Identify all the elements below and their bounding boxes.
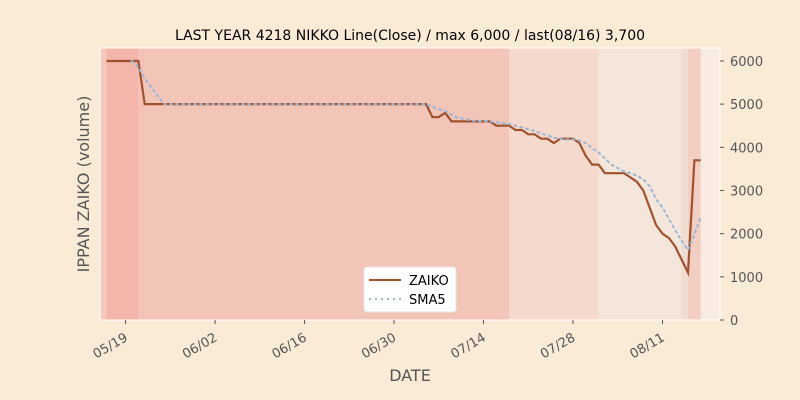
background-band-0 (100, 48, 107, 320)
y-tick-label: 5000 (730, 98, 763, 113)
y-tick-label: 0 (730, 314, 738, 329)
legend-label-sma5: SMA5 (409, 293, 446, 308)
plot-area (99, 47, 721, 321)
background-band-2 (138, 48, 145, 320)
y-tick-label: 4000 (730, 141, 763, 156)
series-line-zaiko (106, 59, 701, 277)
series-lines (106, 59, 702, 277)
background-band-4 (509, 48, 599, 320)
y-axis-label: IPPAN ZAIKO (volume) (74, 96, 93, 273)
legend-label-zaiko: ZAIKO (409, 274, 449, 289)
y-tick-label: 1000 (730, 271, 763, 286)
background-band-1 (106, 48, 139, 320)
y-tick-label: 2000 (730, 228, 763, 243)
y-tick-label: 6000 (730, 55, 763, 70)
series-line-sma5 (131, 60, 702, 253)
background-band-8 (700, 48, 720, 320)
plot-frame (99, 47, 721, 321)
legend: ZAIKO SMA5 (363, 266, 457, 313)
background-band-7 (688, 48, 701, 320)
y-tick-label: 3000 (730, 184, 763, 199)
background-band-6 (681, 48, 689, 320)
background-band-5 (598, 48, 682, 320)
x-axis-label: DATE (389, 366, 431, 385)
legend-box (363, 266, 457, 313)
background-bands (100, 48, 720, 320)
y-axis: 0 1000 2000 3000 4000 5000 6000 (720, 55, 763, 329)
chart-title: LAST YEAR 4218 NIKKO Line(Close) / max 6… (175, 28, 645, 44)
